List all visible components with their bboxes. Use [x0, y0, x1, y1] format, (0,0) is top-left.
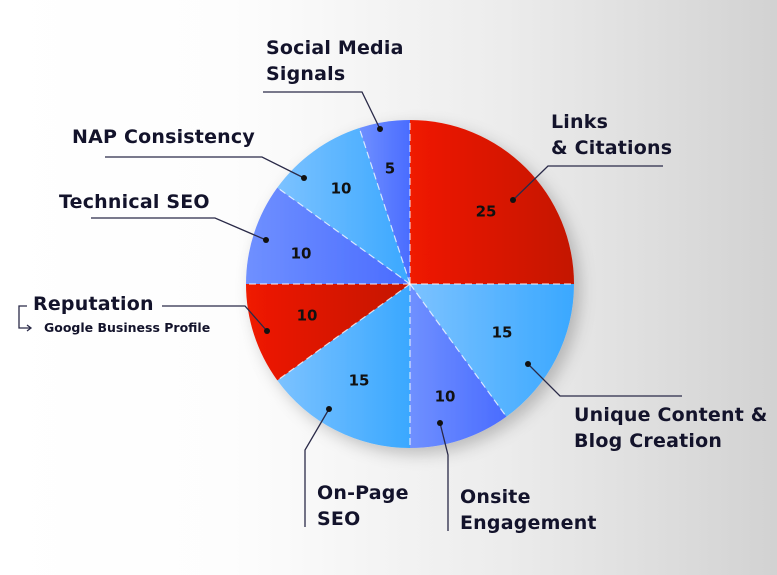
pie-slice	[410, 120, 574, 284]
slice-divider	[276, 187, 411, 285]
pie-slice	[410, 284, 574, 417]
slice-value-label: 10	[331, 180, 352, 198]
label-reputation: Reputation	[33, 293, 154, 315]
reputation-arrowhead	[26, 324, 33, 332]
leader-dots	[263, 126, 531, 426]
leader-technical	[91, 217, 267, 241]
leader-reputation	[162, 305, 268, 332]
leader-social	[263, 91, 381, 130]
leader-unique	[527, 363, 682, 397]
slice-values: 25 15 10 15 10 10 10 5	[291, 160, 513, 406]
label-links-citations: Links & Citations	[551, 111, 673, 159]
leader-nap	[105, 156, 305, 179]
pie-slices	[246, 120, 574, 448]
label-technical-seo: Technical SEO	[59, 191, 210, 213]
slice-value-label: 5	[385, 160, 395, 178]
slice-value-label: 25	[476, 203, 497, 221]
label-nap-consistency: NAP Consistency	[72, 126, 255, 148]
label-social-media-signals: Social Media Signals	[266, 37, 404, 85]
leader-lines	[18, 91, 682, 531]
slice-divider	[276, 283, 411, 381]
label-on-page-seo: On-Page SEO	[317, 482, 409, 530]
slice-divider	[409, 283, 507, 418]
pie-slice	[277, 284, 410, 448]
pie-slice	[359, 120, 410, 284]
reputation-bracket	[18, 305, 30, 329]
slice-value-label: 15	[349, 372, 370, 390]
slice-value-label: 10	[291, 245, 312, 263]
label-unique-content: Unique Content & Blog Creation	[574, 404, 768, 452]
label-onsite-engagement: Onsite Engagement	[460, 486, 597, 534]
pie-slice	[277, 128, 410, 284]
leader-onsite	[439, 422, 449, 531]
slice-divider	[358, 127, 411, 285]
pie-slice	[410, 284, 507, 448]
pie-slice	[246, 187, 410, 284]
slice-value-label: 15	[492, 324, 513, 342]
leader-onpage	[304, 408, 330, 527]
slice-value-label: 10	[435, 388, 456, 406]
slice-value-label: 10	[297, 307, 318, 325]
slice-dividers	[246, 120, 574, 448]
label-google-business-profile: Google Business Profile	[44, 320, 211, 335]
pie-slice	[246, 284, 410, 381]
leader-links	[512, 165, 663, 201]
